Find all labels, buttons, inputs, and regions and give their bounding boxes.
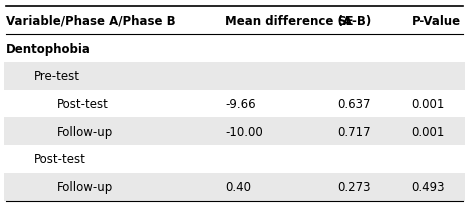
Text: 0.273: 0.273 xyxy=(337,180,371,193)
Bar xyxy=(4,173,465,201)
Text: 0.717: 0.717 xyxy=(337,125,371,138)
Text: P-Value: P-Value xyxy=(411,15,461,28)
Bar xyxy=(4,63,465,90)
Text: 0.40: 0.40 xyxy=(225,180,251,193)
Bar xyxy=(4,90,465,118)
Text: Dentophobia: Dentophobia xyxy=(6,42,91,55)
Bar xyxy=(4,118,465,145)
Bar xyxy=(4,145,465,173)
Text: Mean difference (A-B): Mean difference (A-B) xyxy=(225,15,372,28)
Text: 0.637: 0.637 xyxy=(337,98,371,111)
Text: Follow-up: Follow-up xyxy=(57,125,114,138)
Text: Variable/Phase A/Phase B: Variable/Phase A/Phase B xyxy=(6,15,176,28)
Text: SE: SE xyxy=(337,15,354,28)
Text: Post-test: Post-test xyxy=(57,98,109,111)
Text: Post-test: Post-test xyxy=(34,153,86,166)
Text: 0.493: 0.493 xyxy=(411,180,445,193)
Text: 0.001: 0.001 xyxy=(411,98,445,111)
Text: -9.66: -9.66 xyxy=(225,98,256,111)
Text: Follow-up: Follow-up xyxy=(57,180,114,193)
Bar xyxy=(4,35,465,63)
Text: 0.001: 0.001 xyxy=(411,125,445,138)
Text: -10.00: -10.00 xyxy=(225,125,263,138)
Text: Pre-test: Pre-test xyxy=(34,70,80,83)
